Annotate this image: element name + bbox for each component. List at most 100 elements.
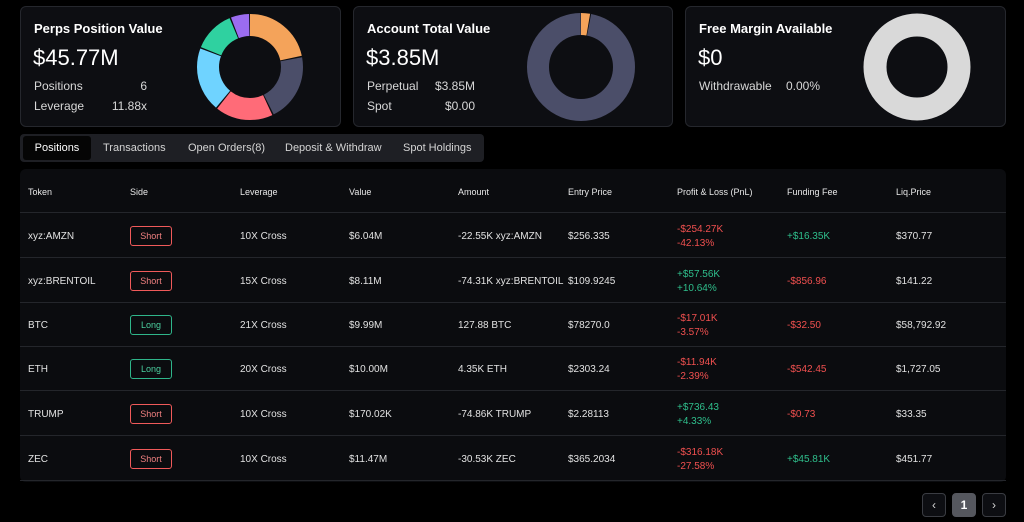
funding-fee-cell: -$856.96 [787, 276, 827, 287]
leverage-cell: 21X Cross [240, 320, 287, 331]
side-badge: Short [130, 226, 172, 246]
pnl-percent: -2.39% [677, 371, 709, 382]
value-cell: $10.00M [349, 364, 388, 375]
header-leverage: Leverage [240, 187, 278, 197]
funding-fee-cell: +$16.35K [787, 231, 831, 242]
positions-count: 6 [140, 79, 147, 93]
page-button-current[interactable]: 1 [952, 493, 976, 517]
account-total-value: $3.85M [366, 45, 440, 70]
pnl-amount: -$17.01K [677, 313, 718, 324]
header-funding-fee: Funding Fee [787, 187, 838, 197]
liq-price-cell: $141.22 [896, 276, 933, 287]
table-row[interactable]: ETH Long 20X Cross $10.00M 4.35K ETH $23… [20, 347, 1006, 391]
table-row[interactable]: BTC Long 21X Cross $9.99M 127.88 BTC $78… [20, 303, 1006, 347]
donut-segment [197, 14, 303, 120]
chevron-right-icon[interactable]: › [982, 493, 1006, 517]
positions-label: Positions [34, 79, 83, 93]
perps-donut-chart [197, 14, 303, 120]
account-total-title: Account Total Value [367, 21, 491, 36]
side-badge: Short [130, 271, 172, 291]
pnl-amount: +$57.56K [677, 269, 721, 280]
pnl-amount: +$736.43 [677, 402, 719, 413]
leverage-value: 11.88x [111, 99, 147, 113]
token-name: ETH [28, 364, 48, 375]
pnl-cell: -$316.18K -27.58% [677, 446, 723, 474]
header-amount: Amount [458, 187, 490, 197]
amount-cell: 127.88 BTC [458, 320, 512, 331]
side-badge: Long [130, 359, 172, 379]
side-badge: Long [130, 315, 172, 335]
pnl-cell: +$736.43 +4.33% [677, 401, 719, 429]
entry-price-cell: $78270.0 [568, 320, 610, 331]
pnl-cell: +$57.56K +10.64% [677, 268, 720, 296]
margin-donut-chart [863, 13, 971, 121]
pnl-amount: -$254.27K [677, 224, 724, 235]
entry-price-cell: $256.335 [568, 231, 610, 242]
side-badge: Short [130, 449, 172, 469]
tab-positions[interactable]: Positions [23, 136, 91, 160]
leverage-cell: 10X Cross [240, 409, 287, 420]
tab-transactions[interactable]: Transactions [103, 142, 166, 154]
amount-cell: -74.31K xyz:BRENTOIL [458, 276, 564, 287]
funding-fee-cell: -$32.50 [787, 320, 821, 331]
table-row[interactable]: TRUMP Short 10X Cross $170.02K -74.86K T… [20, 392, 1006, 436]
perps-position-value: $45.77M [33, 45, 119, 70]
pnl-cell: -$11.94K -2.39% [677, 356, 717, 384]
liq-price-cell: $58,792.92 [896, 320, 947, 331]
liq-price-cell: $451.77 [896, 454, 933, 465]
table-row[interactable]: xyz:AMZN Short 10X Cross $6.04M -22.55K … [20, 214, 1006, 258]
donut-segment [197, 14, 303, 120]
side-badge: Short [130, 404, 172, 424]
pnl-cell: -$17.01K -3.57% [677, 312, 718, 340]
entry-price-cell: $109.9245 [568, 276, 616, 287]
spot-value: $0.00 [444, 99, 475, 113]
account-total-card: Account Total Value $3.85M Perpetual $3.… [353, 6, 673, 127]
header-pnl: Profit & Loss (PnL) [677, 187, 753, 197]
leverage-label: Leverage [34, 99, 85, 113]
tab-open-orders[interactable]: Open Orders(8) [188, 142, 266, 154]
entry-price-cell: $2.28113 [568, 409, 609, 420]
value-cell: $170.02K [349, 409, 392, 420]
pnl-percent: +4.33% [677, 416, 712, 427]
token-name: xyz:BRENTOIL [28, 276, 96, 287]
perpetual-label: Perpetual [367, 79, 419, 93]
entry-price-cell: $2303.24 [568, 364, 610, 375]
amount-cell: -30.53K ZEC [458, 454, 516, 465]
positions-table: Token Side Leverage Value Amount Entry P… [20, 169, 1006, 482]
value-cell: $11.47M [349, 454, 388, 465]
spot-label: Spot [367, 99, 392, 113]
table-header: Token Side Leverage Value Amount Entry P… [20, 169, 1006, 213]
amount-cell: -22.55K xyz:AMZN [458, 231, 542, 242]
header-liq-price: Liq.Price [896, 187, 932, 197]
perps-position-card: Perps Position Value $45.77M Positions 6… [20, 6, 341, 127]
tab-deposit-withdraw[interactable]: Deposit & Withdraw [285, 142, 382, 154]
token-name: xyz:AMZN [28, 231, 75, 242]
pnl-percent: -42.13% [677, 238, 715, 249]
withdrawable-value: 0.00% [786, 79, 821, 93]
pnl-percent: -3.57% [677, 327, 709, 338]
funding-fee-cell: -$542.45 [787, 364, 827, 375]
pnl-amount: -$316.18K [677, 447, 724, 458]
header-entry-price: Entry Price [568, 187, 613, 197]
table-row[interactable]: ZEC Short 10X Cross $11.47M -30.53K ZEC … [20, 437, 1006, 481]
token-name: BTC [28, 320, 48, 331]
perps-position-title: Perps Position Value [34, 21, 163, 36]
pnl-amount: -$11.94K [677, 357, 717, 368]
liq-price-cell: $370.77 [896, 231, 933, 242]
leverage-cell: 15X Cross [240, 276, 287, 287]
tab-spot-holdings[interactable]: Spot Holdings [403, 142, 472, 154]
funding-fee-cell: -$0.73 [787, 409, 816, 420]
withdrawable-label: Withdrawable [699, 79, 772, 93]
pnl-cell: -$254.27K -42.13% [677, 223, 723, 251]
donut-segment [197, 14, 303, 120]
chevron-left-icon[interactable]: ‹ [922, 493, 946, 517]
leverage-cell: 10X Cross [240, 231, 287, 242]
liq-price-cell: $33.35 [896, 409, 927, 420]
leverage-cell: 10X Cross [240, 454, 287, 465]
liq-price-cell: $1,727.05 [896, 364, 941, 375]
table-row[interactable]: xyz:BRENTOIL Short 15X Cross $8.11M -74.… [20, 259, 1006, 303]
token-name: TRUMP [28, 409, 64, 420]
free-margin-value: $0 [698, 45, 723, 70]
perpetual-value: $3.85M [434, 79, 475, 93]
header-value: Value [349, 187, 372, 197]
